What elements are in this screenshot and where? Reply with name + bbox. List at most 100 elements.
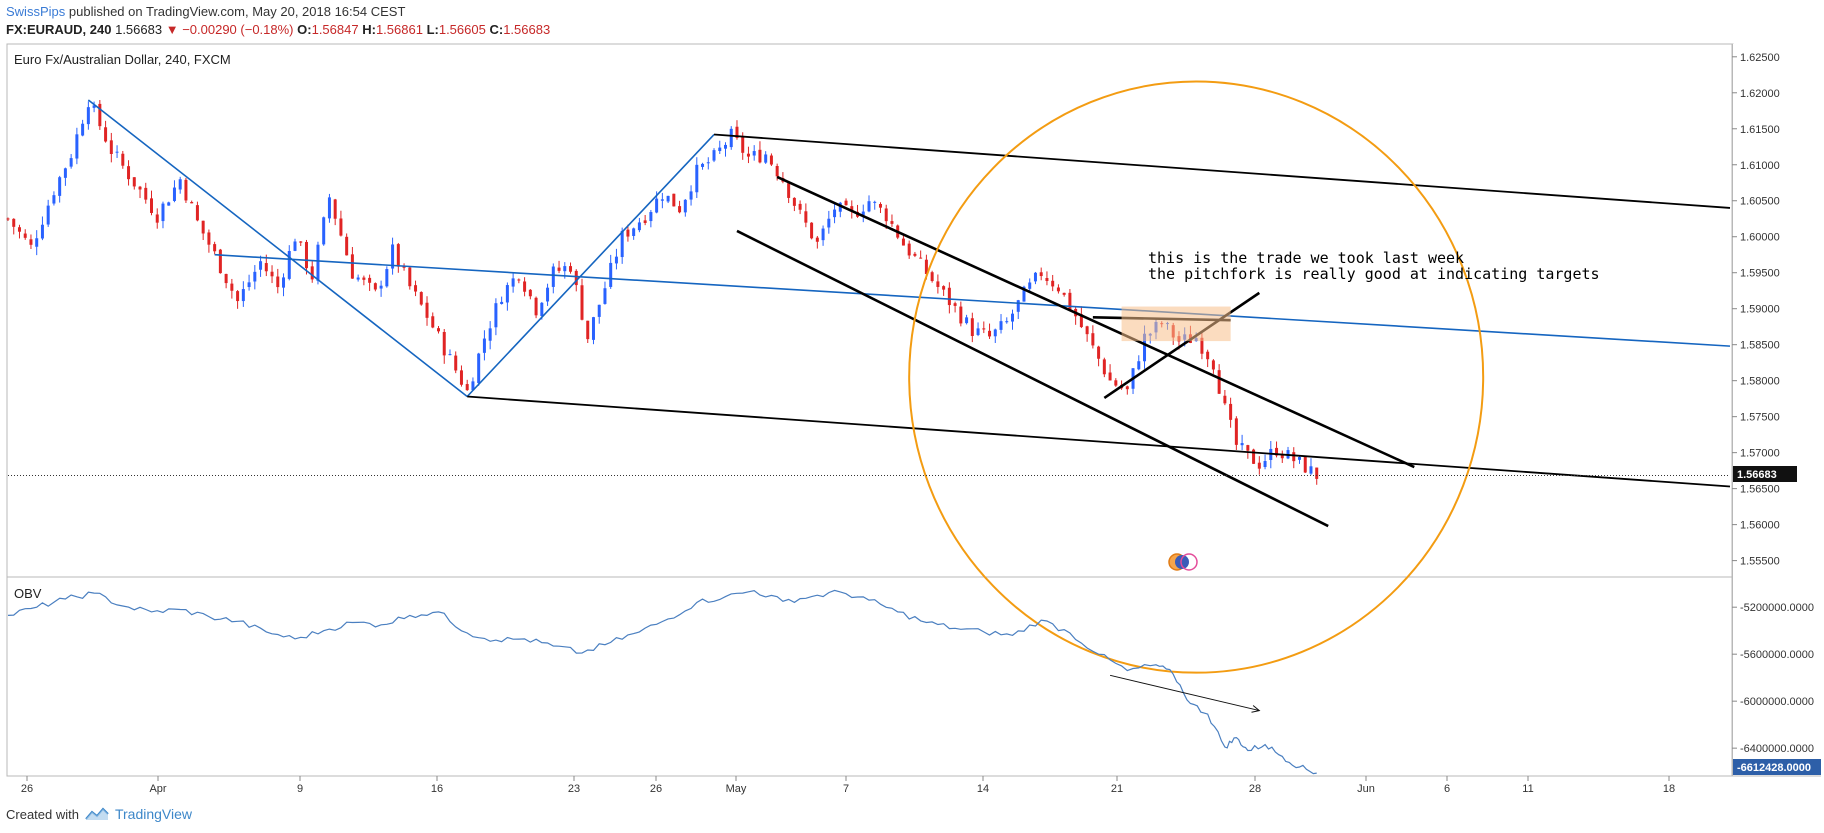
candle-body [827,218,831,228]
candle-body [878,203,882,208]
candle-body [907,243,911,256]
obv-tick-label: -5600000.0000 [1740,649,1814,661]
candle-body [459,370,463,385]
candle-body [523,281,527,292]
candle-body [368,277,372,283]
channel-lower-line [736,229,1329,528]
candle-body [138,186,142,190]
candle-body [1252,449,1256,464]
candle-body [505,285,509,303]
author-link[interactable]: SwissPips [6,4,66,19]
candle-body [678,206,682,213]
obv-last-badge [1733,759,1821,775]
main-chart-title: Euro Fx/Australian Dollar, 240, FXCM [14,52,231,67]
flag-au-icon[interactable] [1180,553,1198,571]
candle-body [425,302,429,318]
candle-body [448,354,452,356]
candle-body [672,193,676,207]
candle-body [660,199,664,201]
candle-body [988,330,992,337]
candle-body [810,222,814,239]
candle-body [838,202,842,212]
candle-body [919,257,923,259]
candle-body [712,150,716,161]
price-tick-label: 1.60000 [1740,232,1780,244]
candle-body [792,197,796,206]
candle-body [591,317,595,340]
last-price-badge [1733,466,1797,482]
candle-body [299,241,303,243]
time-tick-label: 14 [977,783,989,795]
candle-body [999,321,1003,330]
candle-body [867,201,871,212]
candle-body [965,317,969,324]
candle-body [930,272,934,282]
candle-body [959,306,963,324]
candle-body [1097,346,1101,359]
candle-body [224,273,228,284]
candle-body [580,285,584,320]
candle-body [540,302,544,317]
price-tick-label: 1.60500 [1740,196,1780,208]
candle-body [1211,360,1215,370]
candle-body [161,203,165,222]
candle-body [373,283,377,290]
candle-body [287,251,291,279]
candle-body [976,328,980,335]
candle-body [12,218,16,227]
candle-body [1315,467,1319,479]
obv-tick-label: -6400000.0000 [1740,743,1814,755]
candle-body [1137,361,1141,370]
candle-body [144,187,148,200]
created-with-text: Created with [6,806,79,822]
candle-body [787,183,791,198]
candle-body [1217,370,1221,394]
candle-body [98,103,102,127]
candle-body [724,144,727,149]
candle-body [402,266,406,268]
candle-body [666,195,670,202]
candle-body [746,153,750,157]
time-tick-label: 28 [1249,783,1261,795]
price-tick-label: 1.62500 [1740,52,1780,64]
time-tick-label: 26 [650,783,662,795]
candle-body [1298,457,1301,460]
time-tick-label: 16 [431,783,443,795]
price-change: ▼ −0.00290 (−0.18%) [165,22,294,37]
candle-body [40,224,44,239]
candle-body [253,271,257,282]
obv-tick-label: -5200000.0000 [1740,602,1814,614]
candle-body [454,355,458,371]
candle-body [379,285,383,289]
footer: Created with TradingView [6,806,192,822]
candle-body [362,277,366,280]
candle-body [310,266,314,280]
main-pane-frame [6,43,1734,578]
price-tick-label: 1.59000 [1740,304,1780,316]
candle-body [1223,395,1227,404]
candle-body [92,105,96,108]
flag-eu-icon[interactable] [1175,555,1189,569]
candle-body [695,164,699,193]
candle-body [551,266,555,287]
price-tick-label: 1.56000 [1740,520,1780,532]
candle-body [316,244,320,281]
candle-body [385,269,389,287]
candle-body [52,195,56,204]
candle-body [178,179,182,190]
candle-body [947,287,951,306]
obv-line [7,589,1317,775]
tradingview-link[interactable]: TradingView [114,806,193,822]
pitchfork-lower-line [467,395,1731,488]
candle-body [1303,456,1307,473]
obv-title: OBV [14,586,42,601]
price-tick-label: 1.58000 [1740,376,1780,388]
price-tick-label: 1.61000 [1740,160,1780,172]
pitchfork-upper-line [713,133,1731,209]
pitchfork-leg-b [466,133,715,398]
candle-body [683,199,687,213]
candle-body [815,237,819,242]
candle-body [172,187,176,201]
price-tick-label: 1.57000 [1740,448,1780,460]
